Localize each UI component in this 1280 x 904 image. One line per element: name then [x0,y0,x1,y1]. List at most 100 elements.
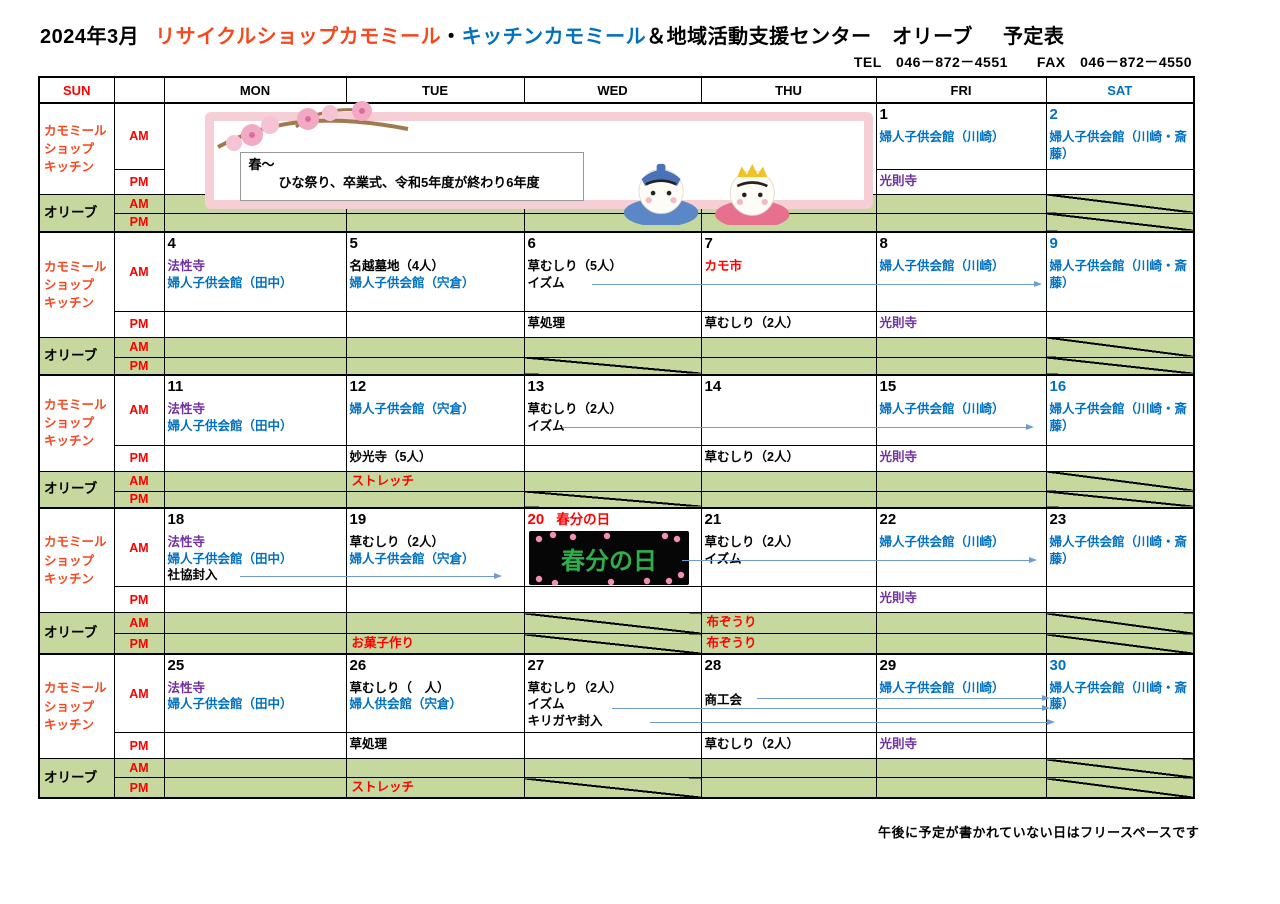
am-entry: 婦人子供会館（川崎・斎藤） [1049,130,1188,161]
am-entries: 草むしり（2人） イズム キリガヤ封入 [528,680,698,729]
date-25: 25 [168,656,343,674]
cell-fri-pm: 光則寺 [875,444,1047,472]
pm-entry: 光則寺 [879,449,918,464]
am-entries: 婦人子供会館（川崎） [880,258,1043,274]
olive-cell-mon-pm [163,633,347,655]
am-entries: 法性寺 婦人子供会館（田中） 社協封入 [168,534,343,583]
camomile-label-line: キッチン [44,295,95,310]
date-22: 22 [880,510,1043,528]
shunbun-image: 春分の日 [528,531,698,586]
am-entry: 婦人子供会館（宍倉） [349,551,475,566]
olive-cell-fri-am [875,758,1047,779]
cell-thu-pm: 草むしり（2人） [700,310,877,338]
olive-cell-fri-am [875,470,1047,492]
olive-cell-tue-pm [345,212,525,233]
date-number: 23 [1049,511,1067,528]
camomile-label-line: カモミール [44,123,107,138]
am-label: AM [113,231,165,312]
olive-cell-fri-pm [875,212,1047,233]
am-entries: 婦人子供会館（川崎） [880,129,1043,145]
cell-wed-pm [523,586,702,614]
date-number: 9 [1049,235,1058,252]
olive-pm-label: PM [113,777,165,799]
am-entries: 法性寺 婦人子供会館（田中） [168,680,343,713]
week5-olive-am-row: オリーブ AM [38,758,1195,799]
olive-pm-label: PM [113,212,165,233]
cell-sat-am: 23 婦人子供会館（川崎・斎藤） [1045,507,1195,588]
am-entry: 婦人子供会館（宍倉） [349,275,475,290]
date-number: 21 [704,511,722,528]
cell-wed-am: 13 草むしり（2人） イズム [523,374,702,446]
camomile-label-line: カモミール [44,398,107,413]
camomile-label-line: カモミール [44,259,107,274]
olive-activity: 布ぞうり [706,615,757,630]
am-entries: 草むしり（ 人） 婦人供会館（宍倉） [350,680,521,713]
cell-sat-pm [1045,310,1195,338]
am-entries: カモ市 [705,258,873,274]
olive-activity: お菓子作り [351,636,415,651]
am-label: AM [113,652,165,734]
cell-sat-pm [1045,732,1195,760]
am-entry: 婦人子供会館（川崎） [879,535,1005,550]
olive-cell-wed-pm [523,633,702,655]
am-entry: 草むしり（5人） [527,259,622,274]
group-label-camomile: カモミール ショップ キッチン [38,374,115,472]
olive-activity: ストレッチ [351,473,415,488]
olive-am-label: AM [113,193,165,214]
pm-entry: 光則寺 [879,737,918,752]
date-15: 15 [880,377,1043,395]
date-number: 19 [349,511,367,528]
cell-thu-am: 21 草むしり（2人） イズム [700,507,877,588]
cell-sat-am: 16 婦人子供会館（川崎・斎藤） [1045,374,1195,446]
olive-cell-wed-pm [523,490,702,509]
date-7: 7 [705,234,873,252]
date-13: 13 [528,377,698,395]
date-number: 22 [879,511,897,528]
date-number: 6 [527,235,536,252]
group-label-camomile: カモミール ショップ キッチン [38,231,115,338]
header-WED: WED [523,76,702,104]
olive-cell-mon-pm [163,490,347,509]
camomile-label-line: ショップ [44,416,95,431]
pm-label: PM [113,732,165,760]
date-27: 27 [528,656,698,674]
olive-cell-sat-pm [1045,212,1195,233]
cell-wed-am: 6 草むしり（5人） イズム [523,231,702,312]
am-entries: 婦人子供会館（川崎・斎藤） [1050,534,1191,567]
olive-cell-mon-am [163,758,347,779]
camomile-label-line: ショップ [44,699,95,714]
cell-fri-pm: 光則寺 [875,310,1047,338]
pm-entry: 草むしり（2人） [704,737,799,752]
olive-cell-sat-pm [1045,633,1195,655]
date-28: 28 [705,656,873,674]
am-entry: 社協封入 [167,567,218,582]
am-entry: カモ市 [704,259,743,274]
olive-cell-sat-am [1045,470,1195,492]
olive-cell-sat-am [1045,758,1195,779]
cell-tue-am: 26 草むしり（ 人） 婦人供会館（宍倉） [345,652,525,734]
header-blank [113,76,165,104]
group-label-olive: オリーブ [38,470,115,509]
am-entries: 法性寺 婦人子供会館（田中） [168,401,343,434]
olive-cell-sat-pm [1045,777,1195,799]
olive-am-label: AM [113,758,165,779]
cell-mon-pm [163,586,347,614]
date-number: 4 [167,235,176,252]
group-label-camomile: カモミール ショップ キッチン [38,507,115,614]
olive-cell-thu-am [700,470,877,492]
am-entries: 草むしり（2人） イズム [705,534,873,567]
olive-pm-label: PM [113,490,165,509]
camomile-label-line: ショップ [44,141,95,156]
olive-activity: ストレッチ [351,780,415,795]
cell-sat-am: 30 婦人子供会館（川崎・斎藤） [1045,652,1195,734]
header-TUE: TUE [345,76,525,104]
olive-cell-tue-pm: ストレッチ [345,777,525,799]
am-entries: 婦人子供会館（川崎） [880,401,1043,417]
olive-cell-wed-am [523,336,702,358]
week3-olive-pm-row: PM [39,490,1195,509]
cell-thu-pm: 草むしり（2人） [700,732,877,760]
group-label-camomile: カモミール ショップ キッチン [38,102,115,195]
cell-mon-am: 18 法性寺 婦人子供会館（田中） 社協封入 [163,507,347,588]
olive-cell-wed-pm [523,356,702,376]
date-19: 19 [350,510,521,528]
